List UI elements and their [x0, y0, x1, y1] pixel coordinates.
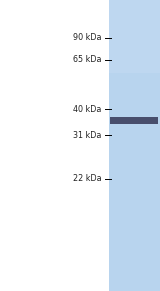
Bar [109, 0, 160, 291]
Bar [110, 117, 158, 125]
Text: 90 kDa: 90 kDa [73, 33, 102, 42]
Text: 65 kDa: 65 kDa [73, 55, 102, 64]
Text: 22 kDa: 22 kDa [73, 175, 102, 183]
Text: 40 kDa: 40 kDa [73, 105, 102, 113]
Bar [109, 0, 160, 73]
Text: 31 kDa: 31 kDa [73, 131, 102, 140]
